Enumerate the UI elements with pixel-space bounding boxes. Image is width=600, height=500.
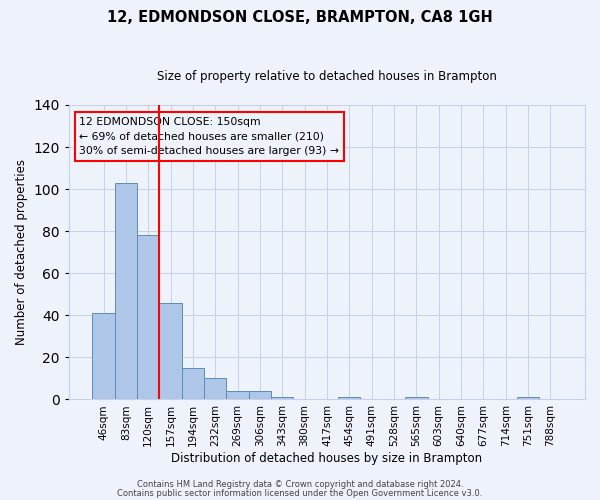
Title: Size of property relative to detached houses in Brampton: Size of property relative to detached ho… [157, 70, 497, 83]
Bar [204, 378, 226, 400]
Text: Contains HM Land Registry data © Crown copyright and database right 2024.: Contains HM Land Registry data © Crown c… [137, 480, 463, 489]
Bar [137, 236, 160, 400]
Bar [182, 368, 204, 400]
Bar [405, 398, 428, 400]
Bar [271, 398, 293, 400]
Text: 12, EDMONDSON CLOSE, BRAMPTON, CA8 1GH: 12, EDMONDSON CLOSE, BRAMPTON, CA8 1GH [107, 10, 493, 25]
Text: 12 EDMONDSON CLOSE: 150sqm
← 69% of detached houses are smaller (210)
30% of sem: 12 EDMONDSON CLOSE: 150sqm ← 69% of deta… [79, 117, 339, 156]
Bar [517, 398, 539, 400]
Bar [226, 391, 249, 400]
Bar [92, 313, 115, 400]
Bar [160, 302, 182, 400]
Bar [338, 398, 361, 400]
Bar [115, 183, 137, 400]
X-axis label: Distribution of detached houses by size in Brampton: Distribution of detached houses by size … [172, 452, 482, 465]
Y-axis label: Number of detached properties: Number of detached properties [15, 159, 28, 345]
Bar [249, 391, 271, 400]
Text: Contains public sector information licensed under the Open Government Licence v3: Contains public sector information licen… [118, 488, 482, 498]
